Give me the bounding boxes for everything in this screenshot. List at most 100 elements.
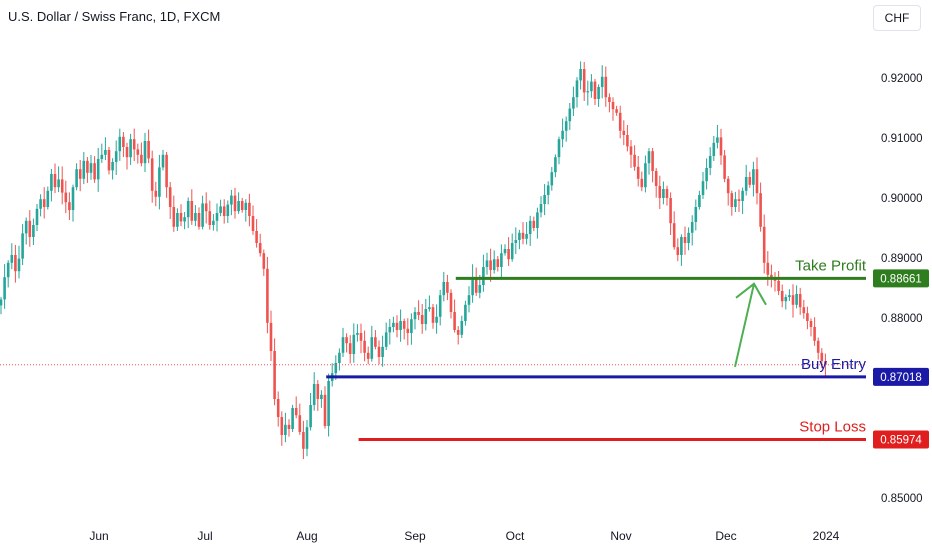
candle-body bbox=[111, 162, 114, 171]
candle-body bbox=[406, 328, 410, 333]
candle-body bbox=[615, 109, 618, 113]
candle-body bbox=[176, 213, 179, 227]
price-levels: Take Profit Buy Entry Stop Loss bbox=[0, 257, 867, 442]
candle-body bbox=[395, 322, 399, 330]
candle-body bbox=[280, 417, 284, 435]
candle-body bbox=[132, 139, 136, 150]
price-tag bbox=[873, 269, 929, 288]
candle-body bbox=[28, 220, 32, 237]
candle-body bbox=[172, 207, 176, 227]
candle-body bbox=[266, 268, 269, 323]
candle-body bbox=[204, 203, 208, 212]
candle-body bbox=[89, 163, 93, 173]
candle-body bbox=[3, 277, 6, 300]
candle-body bbox=[654, 171, 658, 186]
candle-body bbox=[604, 76, 608, 98]
candle-body bbox=[780, 291, 784, 302]
candle-body bbox=[305, 427, 309, 449]
candle-body bbox=[798, 294, 802, 308]
candle-body bbox=[125, 147, 129, 158]
candle-body bbox=[575, 80, 579, 98]
candle-body bbox=[237, 201, 240, 212]
y-tick-label: 0.88000 bbox=[881, 313, 923, 325]
candle-body bbox=[212, 220, 215, 225]
candle-body bbox=[381, 346, 384, 357]
candle-body bbox=[611, 102, 615, 110]
candle-body bbox=[644, 163, 647, 188]
candle-body bbox=[68, 202, 71, 210]
candle-body bbox=[514, 240, 518, 243]
price-tag bbox=[873, 367, 929, 386]
candle-body bbox=[701, 181, 705, 195]
candle-body bbox=[528, 220, 532, 234]
candle-body bbox=[593, 81, 597, 99]
candle-body bbox=[647, 151, 651, 164]
y-tick-label: 0.89000 bbox=[881, 253, 923, 265]
candle-body bbox=[471, 277, 474, 296]
candle-body bbox=[298, 415, 302, 432]
candle-body bbox=[485, 260, 489, 267]
candle-body bbox=[816, 340, 820, 353]
candle-body bbox=[762, 226, 766, 263]
x-tick-label: Nov bbox=[610, 529, 631, 543]
candle-body bbox=[726, 178, 730, 194]
arrow-shaft bbox=[734, 283, 755, 368]
candle-body bbox=[276, 399, 280, 417]
price-axis[interactable]: 0.92000 0.91000 0.90000 0.89000 0.88000 0.870… bbox=[873, 73, 929, 505]
candle-body bbox=[759, 193, 762, 227]
candle-body bbox=[719, 137, 723, 156]
candle-body bbox=[273, 351, 276, 399]
candle-body bbox=[179, 213, 183, 222]
candle-body bbox=[712, 142, 716, 156]
candle-body bbox=[366, 352, 370, 359]
candle-body bbox=[219, 206, 222, 213]
candle-body bbox=[600, 76, 604, 87]
candle-body bbox=[539, 204, 543, 213]
candle-body bbox=[676, 247, 680, 255]
candle-body bbox=[17, 258, 21, 272]
y-tick-label: 0.90000 bbox=[881, 193, 923, 205]
candle-body bbox=[201, 203, 204, 227]
candle-body bbox=[262, 253, 266, 269]
candle-body bbox=[510, 243, 514, 260]
candle-body bbox=[183, 217, 186, 222]
candle-body bbox=[680, 237, 683, 255]
candle-body bbox=[690, 222, 694, 233]
candle-body bbox=[608, 97, 611, 102]
x-tick-label: Dec bbox=[715, 529, 736, 543]
candle-body bbox=[140, 154, 143, 164]
candle-body bbox=[226, 204, 230, 216]
time-axis[interactable]: Jun Jul Aug Sep Oct Nov Dec 2024 bbox=[89, 529, 839, 543]
candle-body bbox=[446, 282, 449, 293]
candle-body bbox=[374, 337, 377, 347]
candle-body bbox=[554, 157, 557, 173]
candle-body bbox=[194, 213, 197, 221]
candle-body bbox=[806, 313, 809, 321]
currency-button[interactable]: CHF bbox=[873, 5, 921, 31]
candle-body bbox=[662, 189, 665, 198]
candle-body bbox=[230, 195, 233, 205]
x-tick-label: Jul bbox=[197, 529, 212, 543]
candle-body bbox=[503, 249, 507, 254]
candle-body bbox=[244, 202, 248, 210]
candle-body bbox=[93, 163, 96, 180]
price-tag-label: 0.85974 bbox=[880, 435, 922, 447]
candle-body bbox=[482, 267, 485, 285]
candle-body bbox=[438, 295, 442, 317]
candle-body bbox=[248, 202, 251, 216]
candle-body bbox=[546, 185, 550, 195]
candle-body bbox=[464, 304, 467, 321]
candle-body bbox=[100, 154, 104, 159]
candle-body bbox=[158, 167, 161, 197]
candle-body bbox=[737, 199, 741, 201]
candle-body bbox=[251, 216, 255, 231]
candle-body bbox=[474, 277, 478, 293]
candle-body bbox=[492, 259, 496, 270]
candle-body bbox=[197, 213, 201, 227]
candle-body bbox=[694, 207, 698, 222]
y-tick-label: 0.85000 bbox=[881, 493, 923, 505]
candle-body bbox=[359, 333, 363, 341]
candle-body bbox=[532, 220, 536, 228]
candle-body bbox=[622, 130, 626, 135]
